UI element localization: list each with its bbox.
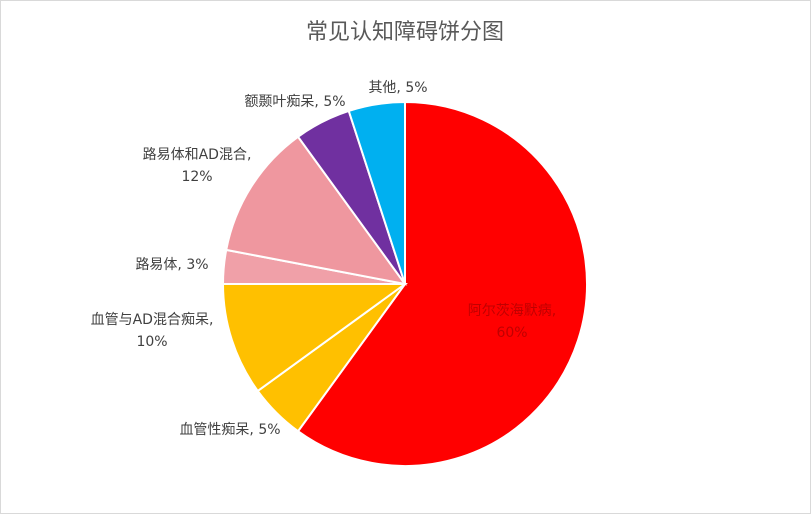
data-label: 血管与AD混合痴呆, 10%	[91, 312, 214, 350]
pie-slice	[296, 100, 588, 467]
data-label: 路易体和AD混合, 12%	[143, 147, 252, 185]
data-label: 额颞叶痴呆, 5%	[244, 94, 345, 110]
pie-slice	[347, 100, 406, 285]
data-label: 其他, 5%	[368, 80, 427, 96]
data-label: 路易体, 3%	[135, 257, 208, 273]
chart-title: 常见认知障碍饼分图	[306, 20, 504, 45]
data-label: 阿尔茨海默病, 60%	[468, 303, 556, 341]
pie-slice	[225, 135, 408, 286]
data-label: 血管性痴呆, 5%	[179, 422, 280, 438]
pie-slice	[221, 283, 409, 393]
